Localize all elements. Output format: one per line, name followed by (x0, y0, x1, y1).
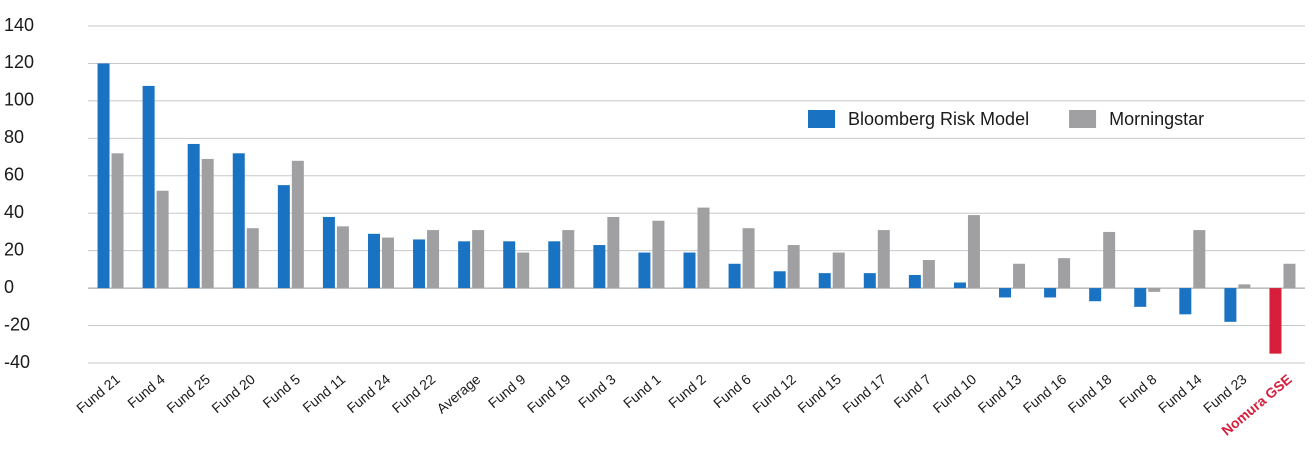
x-tick-label: Fund 20 (208, 371, 258, 416)
x-tick-label: Fund 12 (749, 371, 799, 416)
x-tick-label: Fund 25 (163, 371, 213, 416)
bar (111, 153, 124, 289)
x-tick-label: Fund 17 (839, 371, 889, 416)
y-tick-label: -40 (4, 352, 30, 372)
bar (367, 233, 380, 289)
bar (187, 143, 200, 289)
bar (593, 245, 606, 289)
x-tick-label: Fund 10 (930, 371, 980, 416)
x-tick-label: Fund 8 (1116, 371, 1160, 411)
bar (517, 252, 530, 289)
x-tick-label: Fund 16 (1020, 371, 1070, 416)
x-tick-label: Fund 4 (124, 371, 168, 411)
x-tick-label: Fund 18 (1065, 371, 1115, 416)
y-tick-label: -20 (4, 314, 30, 334)
x-tick-label: Fund 21 (73, 371, 123, 416)
bar (953, 282, 966, 289)
bar (381, 237, 394, 289)
bar (427, 230, 440, 289)
x-tick-label: Fund 2 (665, 371, 709, 411)
bar (156, 190, 169, 289)
x-tick-label: Fund 3 (575, 371, 619, 411)
bar (1148, 288, 1161, 292)
x-tick-label: Fund 9 (485, 371, 529, 411)
bar (607, 216, 620, 289)
x-tick-label: Fund 14 (1155, 371, 1205, 416)
bar (1238, 284, 1251, 289)
x-tick-label: Fund 7 (890, 371, 934, 411)
bar (232, 153, 245, 289)
x-tick-label: Fund 1 (620, 371, 664, 411)
bar (773, 271, 786, 289)
bar (201, 158, 214, 289)
y-tick-label: 140 (4, 15, 34, 35)
bar (246, 228, 259, 289)
bar (277, 185, 290, 289)
bar (1044, 288, 1057, 298)
y-tick-label: 100 (4, 90, 34, 110)
x-tick-label: Fund 6 (710, 371, 754, 411)
legend-swatch (808, 110, 835, 128)
bar (97, 63, 110, 289)
bar (1224, 288, 1237, 322)
bar (1013, 263, 1026, 289)
bar (458, 241, 471, 289)
bar (1193, 230, 1206, 289)
y-tick-label: 120 (4, 52, 34, 72)
x-tick-label: Fund 11 (299, 371, 348, 416)
bar (142, 85, 155, 289)
x-tick-label: Fund 5 (259, 371, 303, 411)
bar (922, 260, 935, 289)
bar (322, 216, 335, 289)
bar (652, 220, 665, 289)
bar (1134, 288, 1147, 307)
bar (697, 207, 710, 289)
bar (638, 252, 651, 289)
x-tick-label: Fund 22 (389, 371, 439, 416)
bar (1269, 288, 1282, 354)
bar (999, 288, 1012, 298)
y-tick-label: 0 (4, 277, 14, 297)
y-tick-label: 80 (4, 127, 24, 147)
bar (291, 160, 304, 289)
bar (967, 215, 980, 289)
y-tick-label: 60 (4, 165, 24, 185)
bar (472, 230, 485, 289)
legend-swatch (1069, 110, 1097, 128)
bar (1103, 231, 1116, 289)
bar (503, 241, 516, 289)
legend-label: Morningstar (1109, 109, 1204, 129)
bar (1089, 288, 1102, 302)
bar (548, 241, 561, 289)
bar (683, 252, 696, 289)
bar (863, 273, 876, 289)
x-tick-label: Fund 19 (524, 371, 574, 416)
bar (728, 263, 741, 289)
bar (818, 273, 831, 289)
y-tick-label: 40 (4, 202, 24, 222)
bar (832, 252, 845, 289)
legend-label: Bloomberg Risk Model (848, 109, 1029, 129)
y-tick-label: 20 (4, 239, 24, 259)
bar (336, 226, 349, 289)
bar (787, 245, 800, 289)
x-tick-label: Fund 24 (344, 371, 394, 416)
bar (877, 230, 890, 289)
bar (413, 239, 426, 289)
bar (1179, 288, 1192, 315)
x-tick-label: Fund 13 (975, 371, 1025, 416)
bar (562, 230, 575, 289)
bar (1058, 258, 1071, 289)
bar (908, 275, 921, 289)
bar (1283, 263, 1296, 289)
bar (742, 228, 755, 289)
x-tick-label: Average (433, 371, 483, 417)
x-tick-label: Fund 15 (794, 371, 844, 416)
